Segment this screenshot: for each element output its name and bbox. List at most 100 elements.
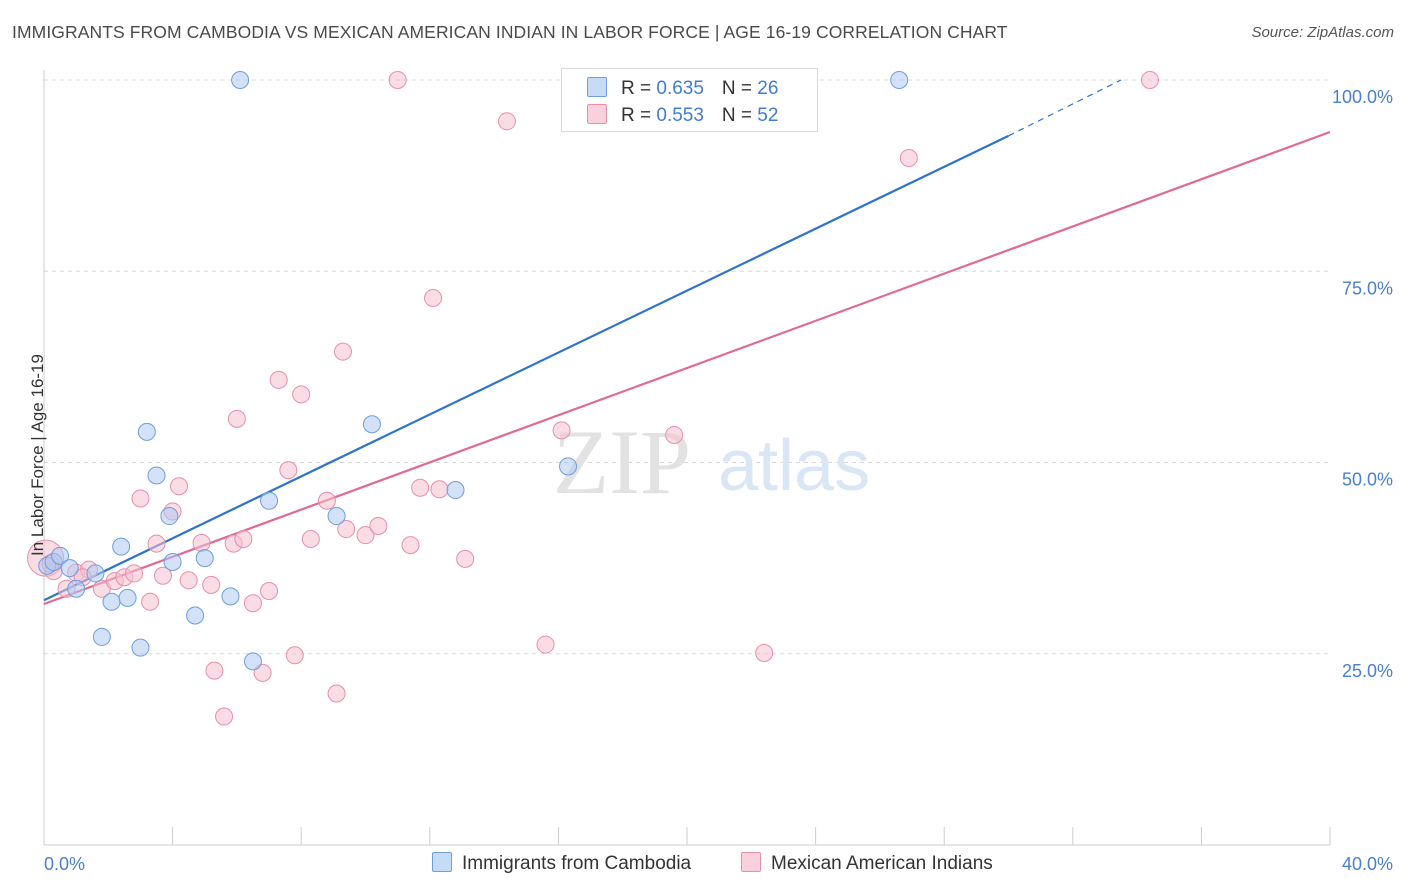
y-tick-label-100: 100.0% [1332,87,1393,107]
point-mexican-9 [131,489,150,508]
bottom-legend-swatch-cambodia [432,852,452,872]
point-mexican-14 [170,477,189,496]
point-cambodia-5 [86,564,105,583]
point-mexican-33 [333,342,352,361]
point-cambodia-19 [243,652,262,671]
legend-swatch-mexican [587,104,607,124]
point-mexican-23 [243,594,262,613]
point-mexican-8 [125,564,144,583]
y-tick-label-75: 75.0% [1342,278,1393,298]
point-cambodia-12 [147,466,166,485]
point-cambodia-21 [327,507,346,526]
point-mexican-19 [215,707,234,726]
point-mexican-31 [317,491,336,510]
point-mexican-27 [279,461,298,480]
point-mexican-39 [411,478,430,497]
point-mexican-34 [337,520,356,539]
point-cambodia-16 [195,549,214,568]
point-mexican-22 [234,530,253,548]
point-mexican-25 [260,582,279,601]
bottom-legend-mexican: Mexican American Indians [741,852,993,875]
legend-r-value-cambodia: 0.635 [656,78,704,99]
point-mexican-30 [301,530,320,548]
point-mexican-47 [755,643,774,662]
data-points [27,71,1159,726]
stats-legend: R = 0.635 N = 26 R = 0.553 N = 52 [561,68,818,132]
point-mexican-41 [430,480,449,499]
point-mexican-15 [179,571,198,590]
tick-labels: 25.0% 50.0% 75.0% 100.0% 0.0% 40.0% [44,87,1393,874]
point-cambodia-2 [51,546,70,565]
point-cambodia-15 [186,606,205,625]
point-cambodia-20 [260,491,279,510]
chart-title: IMMIGRANTS FROM CAMBODIA VS MEXICAN AMER… [12,22,1008,42]
point-mexican-32 [327,684,346,703]
y-tick-label-50: 50.0% [1342,470,1393,490]
point-mexican-12 [153,566,172,585]
point-mexican-40 [424,289,443,308]
point-mexican-35 [356,526,375,545]
point-cambodia-14 [163,552,182,571]
point-mexican-38 [401,536,420,555]
point-mexican-28 [285,646,304,665]
watermark: ZIP atlas [553,411,870,513]
point-mexican-45 [552,421,571,440]
bottom-legend-label-mexican: Mexican American Indians [771,853,993,874]
trend-lines [43,79,1331,606]
point-mexican-17 [205,661,224,680]
point-mexican-44 [536,635,555,654]
point-mexican-29 [292,385,311,404]
point-cambodia-4 [67,579,86,598]
trend-line-cambodia [43,134,1009,602]
bottom-legend-label-cambodia: Immigrants from Cambodia [462,853,692,874]
legend-row-cambodia: R = 0.635 N = 26 [587,77,778,99]
legend-r-label-cambodia: R = [621,78,657,99]
point-cambodia-9 [118,588,137,607]
y-tick-label-25: 25.0% [1342,661,1393,681]
point-cambodia-25 [890,71,909,89]
point-mexican-26 [269,370,288,389]
point-mexican-46 [665,425,684,444]
point-mexican-18 [202,575,221,594]
point-mexican-21 [227,409,246,428]
x-tick-label-min: 0.0% [44,854,85,874]
legend-n-value-cambodia: 26 [757,78,779,99]
legend-row-mexican: R = 0.553 N = 52 [587,104,778,126]
point-mexican-11 [147,534,166,553]
y-axis-label: In Labor Force | Age 16-19 [28,354,47,556]
point-mexican-16 [192,533,211,552]
point-cambodia-22 [362,415,381,434]
point-cambodia-10 [131,638,150,657]
watermark-zip: ZIP [553,411,691,513]
point-mexican-48 [899,149,918,168]
point-mexican-37 [388,71,407,89]
point-mexican-49 [1140,71,1159,89]
point-cambodia-7 [102,592,121,611]
legend-n-value-mexican: 52 [757,105,779,126]
point-cambodia-8 [112,537,131,556]
point-cambodia-18 [231,71,250,89]
point-cambodia-11 [137,422,156,441]
point-mexican-43 [497,112,516,131]
legend-n-label-mexican: N = [721,105,758,126]
point-cambodia-24 [559,457,578,476]
point-mexican-42 [456,549,475,568]
point-cambodia-3 [60,559,79,578]
legend-r-value-mexican: 0.553 [656,105,704,126]
watermark-atlas: atlas [718,426,870,506]
bottom-legend-swatch-mexican [741,852,761,872]
axes [43,70,1331,846]
bottom-legend-cambodia: Immigrants from Cambodia [432,852,691,875]
point-cambodia-13 [160,507,179,526]
point-cambodia-6 [92,627,111,646]
source-credit: Source: ZipAtlas.com [1251,24,1394,41]
point-mexican-36 [369,516,388,535]
trend-line-mexican [43,130,1331,606]
trend-line-cambodia-extension [1008,79,1122,137]
point-mexican-24 [253,663,272,682]
point-cambodia-23 [446,481,465,500]
point-cambodia-17 [221,587,240,606]
legend-swatch-cambodia [587,77,607,97]
x-tick-label-max: 40.0% [1342,854,1393,874]
